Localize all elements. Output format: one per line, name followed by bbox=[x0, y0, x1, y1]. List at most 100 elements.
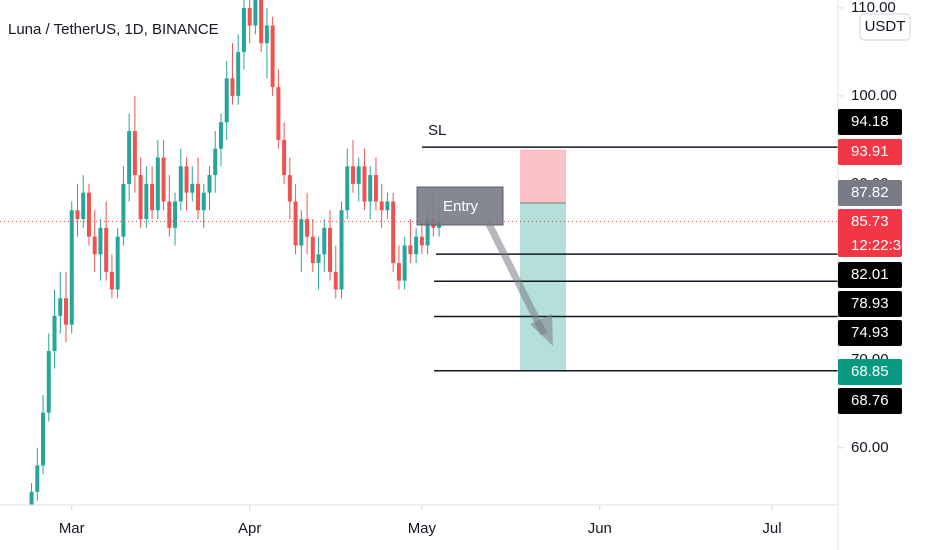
countdown-label: 12:22:36 bbox=[851, 237, 909, 254]
candle-body bbox=[385, 201, 390, 211]
candle-body bbox=[264, 25, 269, 44]
y-tick-label: 110.00 bbox=[851, 0, 896, 16]
price-badge-label: 94.18 bbox=[851, 113, 889, 130]
candle-body bbox=[81, 192, 86, 220]
chart-title: Luna / TetherUS, 1D, BINANCE bbox=[8, 21, 219, 38]
candle-body bbox=[132, 131, 137, 176]
candle-body bbox=[391, 201, 396, 264]
candle-body bbox=[69, 210, 74, 325]
currency-button[interactable] bbox=[859, 13, 911, 41]
candle-body bbox=[293, 201, 298, 246]
candle-body bbox=[213, 148, 218, 176]
x-tick-label: Apr bbox=[238, 520, 261, 537]
candle-body bbox=[270, 25, 275, 88]
candle-body bbox=[425, 219, 430, 246]
candle-body bbox=[224, 78, 229, 123]
price-badge bbox=[838, 139, 902, 165]
candle-body bbox=[230, 78, 235, 96]
candle-body bbox=[328, 227, 333, 272]
arrow-head bbox=[530, 314, 553, 346]
candle-body bbox=[92, 236, 97, 255]
candle-body bbox=[109, 271, 114, 290]
candle-body bbox=[373, 175, 378, 202]
entry-label: Entry bbox=[443, 198, 479, 215]
candle-body bbox=[259, 0, 264, 44]
candle-body bbox=[207, 175, 212, 193]
entry-box bbox=[416, 186, 504, 226]
candle-body bbox=[161, 157, 166, 202]
price-badge bbox=[838, 320, 902, 346]
candle-body bbox=[408, 245, 413, 255]
candle-body bbox=[287, 175, 292, 202]
candle-body bbox=[155, 157, 160, 211]
candle-body bbox=[41, 412, 46, 466]
candle-body bbox=[138, 175, 143, 220]
currency-label[interactable]: USDT bbox=[865, 18, 906, 35]
x-tick-label: Jul bbox=[762, 520, 781, 537]
candle-body bbox=[46, 351, 51, 413]
arrow-shaft bbox=[484, 220, 548, 336]
stop-loss-label: SL bbox=[428, 122, 446, 139]
candle-body bbox=[333, 271, 338, 290]
candle-body bbox=[173, 201, 178, 228]
price-badge-label: 87.82 bbox=[851, 184, 889, 201]
candle-body bbox=[368, 175, 373, 202]
price-badge bbox=[838, 262, 902, 288]
candle-body bbox=[190, 183, 195, 193]
price-badge bbox=[838, 388, 902, 414]
candle-body bbox=[396, 263, 401, 281]
candle-body bbox=[236, 51, 241, 96]
price-badge-label: 85.73 bbox=[851, 213, 889, 230]
candle-body bbox=[150, 183, 155, 211]
position-risk-zone bbox=[520, 149, 566, 204]
y-tick-label: 100.00 bbox=[851, 87, 897, 104]
candle-body bbox=[362, 166, 367, 202]
candle-body bbox=[52, 315, 57, 352]
candle-body bbox=[247, 7, 252, 26]
candle-body bbox=[310, 236, 315, 264]
overlay-layer: SL Entry bbox=[0, 122, 838, 372]
candle-body bbox=[75, 210, 80, 220]
candle-body bbox=[339, 210, 344, 290]
candle-body bbox=[35, 465, 40, 492]
candle-body bbox=[345, 166, 350, 211]
price-badge-label: 93.91 bbox=[851, 143, 889, 160]
candle-body bbox=[196, 183, 201, 211]
price-badge-label: 78.93 bbox=[851, 295, 889, 312]
price-badge bbox=[838, 180, 902, 206]
position-reward-zone bbox=[520, 203, 566, 370]
candle-body bbox=[64, 298, 69, 325]
candle-body bbox=[305, 219, 310, 237]
candle-layer bbox=[29, 0, 442, 505]
candle-body bbox=[104, 227, 109, 272]
candle-body bbox=[322, 227, 327, 255]
candle-body bbox=[184, 166, 189, 193]
candle-body bbox=[58, 298, 63, 316]
x-tick-label: Mar bbox=[59, 520, 85, 537]
candle-body bbox=[356, 166, 361, 184]
candle-body bbox=[419, 236, 424, 246]
candle-body bbox=[276, 87, 281, 140]
candle-body bbox=[414, 236, 419, 255]
x-tick-label: May bbox=[408, 520, 437, 537]
price-badge bbox=[838, 291, 902, 317]
candle-body bbox=[379, 201, 384, 211]
price-badge bbox=[838, 109, 902, 135]
candle-body bbox=[299, 219, 304, 246]
candle-body bbox=[350, 166, 355, 184]
price-badge-label: 74.93 bbox=[851, 324, 889, 341]
candle-body bbox=[86, 192, 91, 237]
price-badge-label: 68.85 bbox=[851, 363, 889, 380]
candle-body bbox=[115, 236, 120, 290]
candle-body bbox=[282, 139, 287, 176]
candle-body bbox=[316, 254, 321, 264]
candle-body bbox=[127, 131, 132, 184]
price-badge-label: 82.01 bbox=[851, 266, 889, 283]
candle-body bbox=[98, 227, 103, 255]
x-tick-label: Jun bbox=[588, 520, 612, 537]
candle-body bbox=[144, 183, 149, 220]
y-tick-label: 60.00 bbox=[851, 439, 889, 456]
candle-body bbox=[241, 7, 246, 52]
